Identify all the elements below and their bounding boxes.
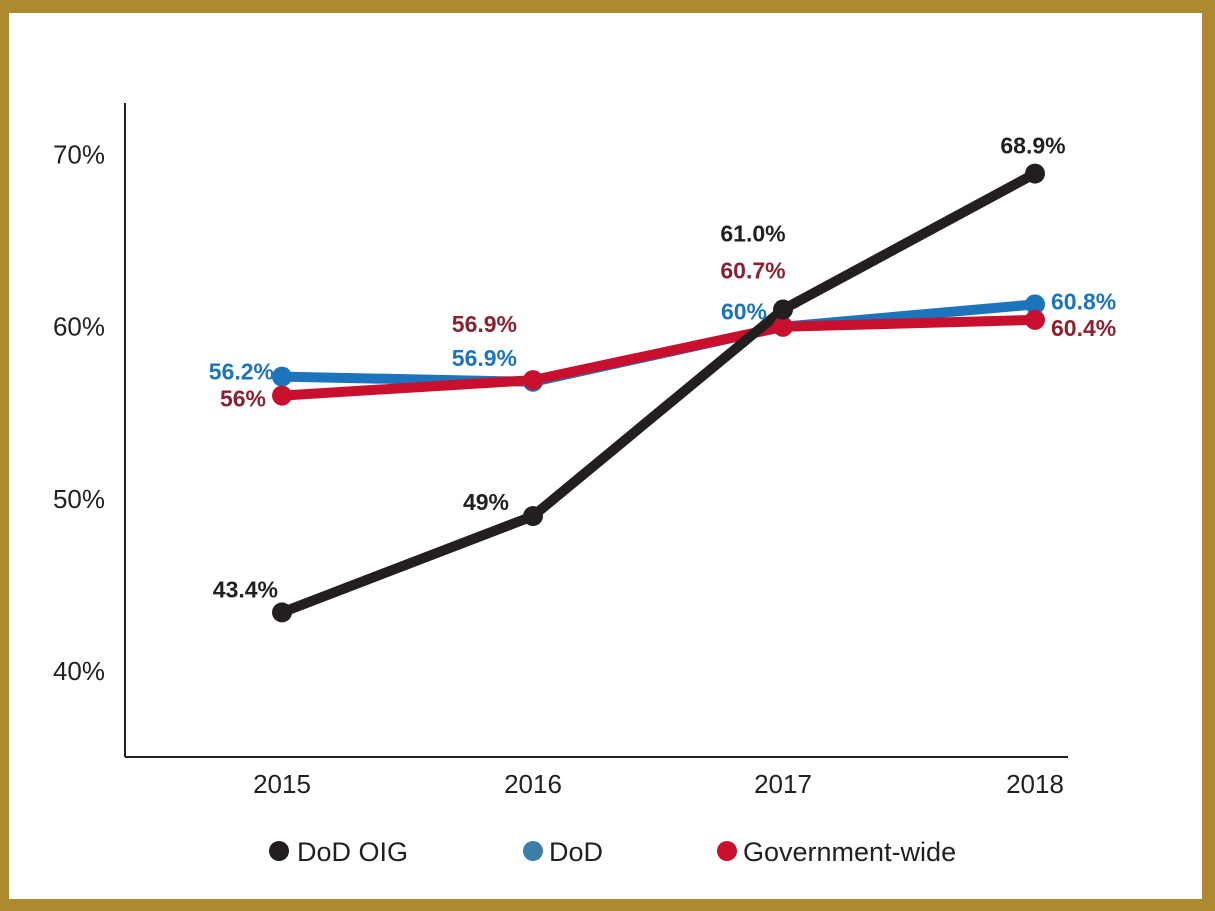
data-label: 68.9% bbox=[1000, 133, 1065, 159]
data-point bbox=[1025, 163, 1045, 184]
y-axis-ticks: 40% 50% 60% 70% bbox=[53, 140, 105, 686]
data-label: 60% bbox=[721, 299, 767, 325]
data-point bbox=[272, 385, 292, 406]
data-label: 49% bbox=[463, 489, 509, 515]
legend: DoD OIG DoD Government-wide bbox=[269, 837, 956, 867]
data-label: 60.4% bbox=[1051, 315, 1116, 341]
x-tick-label: 2018 bbox=[1006, 769, 1064, 799]
data-point bbox=[272, 366, 292, 387]
y-tick-label: 40% bbox=[53, 656, 105, 686]
data-point bbox=[523, 370, 543, 391]
data-labels: 43.4% 49% 61.0% 68.9% 56.2% 56.9% 60% 60.8% 56% 5… bbox=[209, 133, 1116, 603]
y-tick-label: 50% bbox=[53, 484, 105, 514]
x-tick-label: 2015 bbox=[253, 769, 311, 799]
data-point bbox=[1025, 294, 1045, 315]
data-label: 56.9% bbox=[452, 311, 517, 337]
legend-label: DoD OIG bbox=[297, 837, 408, 867]
data-points bbox=[272, 163, 1045, 623]
series-lines bbox=[277, 168, 1040, 618]
series-line-dod bbox=[277, 299, 1040, 387]
data-label: 56.2% bbox=[209, 359, 274, 385]
x-tick-label: 2016 bbox=[504, 769, 562, 799]
series-line-government-wide bbox=[277, 314, 1040, 401]
legend-swatch bbox=[269, 841, 289, 861]
data-point bbox=[523, 506, 543, 527]
chart-frame: 40% 50% 60% 70% 2015 2016 2017 2018 43.4% 49% 61… bbox=[9, 13, 1202, 899]
data-label: 61.0% bbox=[720, 221, 785, 247]
data-label: 60.7% bbox=[720, 258, 785, 284]
series-line-dod-oig bbox=[277, 168, 1040, 618]
x-axis-ticks: 2015 2016 2017 2018 bbox=[253, 769, 1064, 799]
axes bbox=[124, 103, 1068, 758]
data-point bbox=[1025, 309, 1045, 330]
data-label: 43.4% bbox=[213, 576, 278, 602]
data-label: 56.9% bbox=[452, 345, 517, 371]
data-point bbox=[773, 316, 793, 337]
x-tick-label: 2017 bbox=[754, 769, 812, 799]
data-point bbox=[272, 602, 292, 623]
legend-swatch bbox=[523, 841, 543, 861]
legend-label: Government-wide bbox=[743, 837, 956, 867]
data-label: 56% bbox=[220, 386, 266, 412]
y-tick-label: 70% bbox=[53, 140, 105, 170]
data-label: 60.8% bbox=[1051, 288, 1116, 314]
y-tick-label: 60% bbox=[53, 312, 105, 342]
legend-label: DoD bbox=[549, 837, 603, 867]
line-chart: 40% 50% 60% 70% 2015 2016 2017 2018 43.4% 49% 61… bbox=[53, 103, 1116, 867]
data-point bbox=[773, 299, 793, 320]
legend-swatch bbox=[717, 841, 737, 861]
